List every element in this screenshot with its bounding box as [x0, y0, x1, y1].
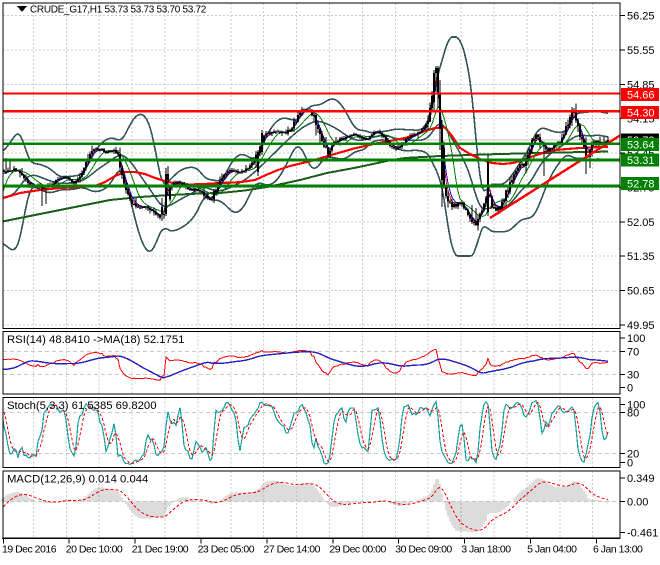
svg-text:53.64: 53.64 [627, 139, 655, 151]
svg-text:56.25: 56.25 [627, 11, 655, 23]
svg-text:20: 20 [627, 449, 639, 461]
svg-text:54.66: 54.66 [627, 90, 655, 102]
svg-text:100: 100 [627, 400, 645, 412]
svg-text:3 Jan 18:00: 3 Jan 18:00 [461, 544, 511, 556]
svg-text:0: 0 [627, 383, 633, 395]
svg-text:51.35: 51.35 [627, 251, 655, 263]
svg-text:53.31: 53.31 [627, 155, 655, 167]
svg-text:55.55: 55.55 [627, 45, 655, 57]
svg-text:MACD(12,26,9) 0.014 0.044: MACD(12,26,9) 0.014 0.044 [7, 474, 148, 486]
svg-text:0.349: 0.349 [627, 473, 655, 485]
svg-text:54.30: 54.30 [627, 107, 655, 119]
svg-text:21 Dec 19:00: 21 Dec 19:00 [132, 544, 189, 556]
svg-text:30 Dec 09:00: 30 Dec 09:00 [395, 544, 452, 556]
svg-text:CRUDE_G17,H1 53.73 53.73 53.7: CRUDE_G17,H1 53.73 53.73 53.70 53.72 [30, 5, 207, 16]
svg-text:19 Dec 2016: 19 Dec 2016 [2, 544, 57, 556]
svg-text:27 Dec 14:00: 27 Dec 14:00 [264, 544, 321, 556]
svg-text:29 Dec 00:00: 29 Dec 00:00 [329, 544, 386, 556]
svg-text:0.00: 0.00 [627, 496, 648, 508]
svg-text:50.65: 50.65 [627, 286, 655, 298]
svg-text:30: 30 [627, 370, 639, 382]
svg-text:6 Jan 13:00: 6 Jan 13:00 [593, 544, 643, 556]
svg-text:-0.461: -0.461 [627, 527, 658, 539]
svg-text:70: 70 [627, 347, 639, 359]
svg-text:49.95: 49.95 [627, 320, 655, 332]
svg-text:52.78: 52.78 [627, 179, 655, 191]
svg-text:80: 80 [627, 408, 639, 420]
svg-text:23 Dec 05:00: 23 Dec 05:00 [198, 544, 255, 556]
svg-text:52.05: 52.05 [627, 217, 655, 229]
svg-text:5 Jan 04:00: 5 Jan 04:00 [527, 544, 577, 556]
svg-text:100: 100 [627, 333, 645, 345]
svg-text:0: 0 [627, 458, 633, 470]
svg-text:Stoch(5,3,3) 61.5385 69.8200: Stoch(5,3,3) 61.5385 69.8200 [7, 400, 157, 412]
svg-text:RSI(14) 48.8410 ->MA(18) 52.1: RSI(14) 48.8410 ->MA(18) 52.1751 [7, 334, 184, 346]
svg-text:20 Dec 10:00: 20 Dec 10:00 [66, 544, 123, 556]
